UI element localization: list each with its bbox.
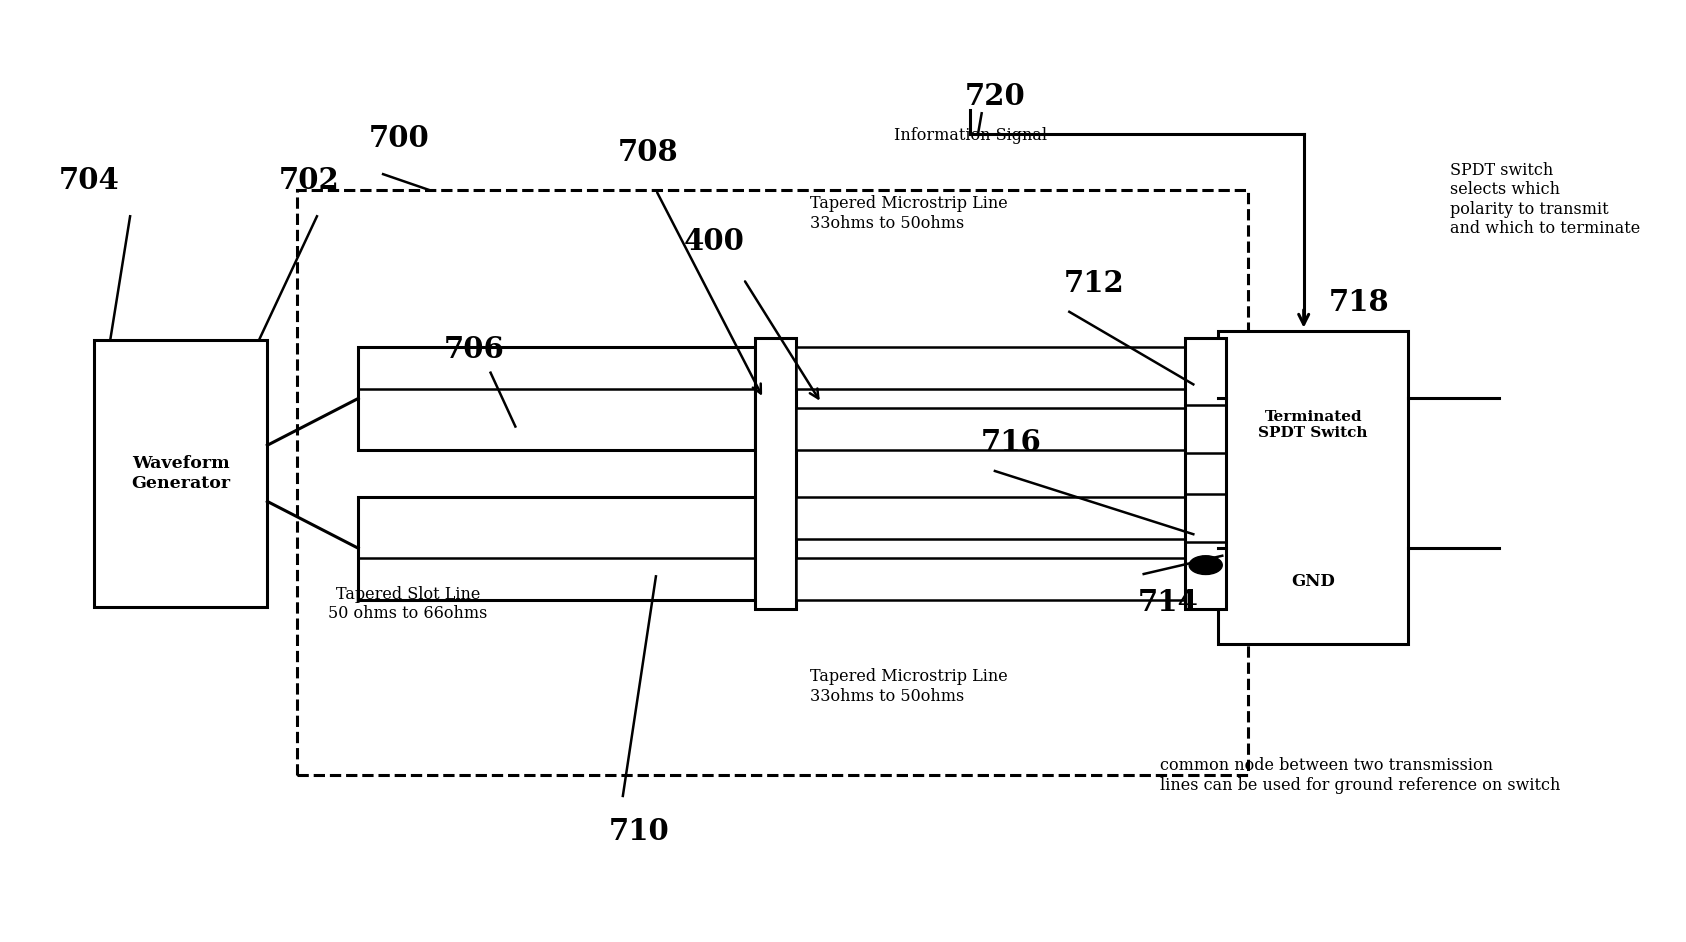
Text: Waveform
Generator: Waveform Generator — [132, 455, 229, 492]
Circle shape — [1189, 556, 1222, 575]
Text: Tapered Slot Line
50 ohms to 66ohms: Tapered Slot Line 50 ohms to 66ohms — [329, 586, 487, 623]
FancyBboxPatch shape — [359, 496, 755, 600]
Text: 704: 704 — [59, 166, 120, 195]
FancyBboxPatch shape — [755, 337, 796, 609]
Text: 718: 718 — [1329, 288, 1389, 317]
Text: Tapered Microstrip Line
33ohms to 50ohms: Tapered Microstrip Line 33ohms to 50ohms — [809, 195, 1008, 232]
FancyBboxPatch shape — [94, 340, 268, 607]
Text: 712: 712 — [1064, 269, 1125, 299]
Text: 714: 714 — [1138, 588, 1199, 617]
Text: common node between two transmission
lines can be used for ground reference on s: common node between two transmission lin… — [1160, 757, 1561, 794]
FancyBboxPatch shape — [796, 408, 1185, 450]
Text: 708: 708 — [617, 138, 678, 167]
FancyBboxPatch shape — [796, 347, 1185, 389]
Text: Information Signal: Information Signal — [894, 127, 1047, 144]
FancyBboxPatch shape — [1217, 331, 1408, 644]
Text: 710: 710 — [609, 817, 669, 846]
Text: GND: GND — [1291, 573, 1335, 590]
Text: 706: 706 — [443, 334, 504, 364]
Text: 700: 700 — [369, 124, 430, 153]
FancyBboxPatch shape — [1185, 337, 1226, 609]
Text: 400: 400 — [683, 227, 744, 256]
FancyBboxPatch shape — [359, 347, 755, 450]
FancyBboxPatch shape — [796, 558, 1185, 600]
Text: Tapered Microstrip Line
33ohms to 50ohms: Tapered Microstrip Line 33ohms to 50ohms — [809, 668, 1008, 705]
Text: 702: 702 — [278, 166, 339, 195]
Text: Terminated
SPDT Switch: Terminated SPDT Switch — [1258, 410, 1367, 440]
Text: 720: 720 — [964, 82, 1025, 111]
FancyBboxPatch shape — [796, 496, 1185, 539]
Text: SPDT switch
selects which
polarity to transmit
and which to terminate: SPDT switch selects which polarity to tr… — [1450, 161, 1640, 237]
Text: 716: 716 — [981, 429, 1042, 458]
